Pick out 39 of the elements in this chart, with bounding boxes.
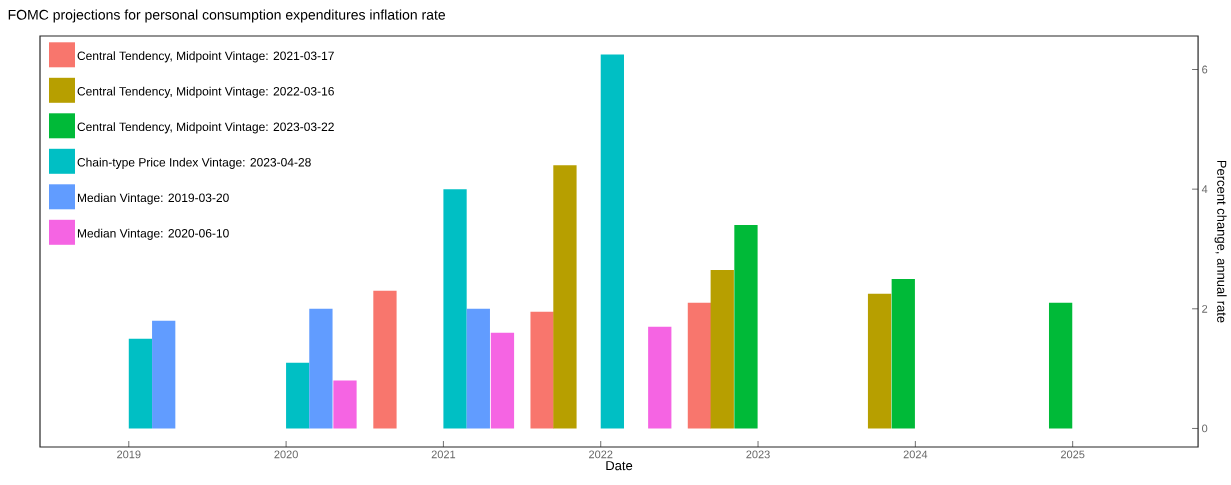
legend-label: Central Tendency, Midpoint Vintage: 2023-03-22 <box>77 122 334 134</box>
x-tick-label: 2023 <box>746 450 770 459</box>
bar <box>490 332 515 429</box>
x-tick-label: 2024 <box>903 450 928 459</box>
x-tick-label: 2025 <box>1060 450 1085 459</box>
y-tick-label: 0 <box>1202 424 1208 433</box>
legend-label: Chain-type Price Index Vintage: 2023-04-28 <box>77 157 311 169</box>
y-tick-label: 4 <box>1201 185 1208 193</box>
bar <box>600 54 624 429</box>
legend-label: Central Tendency, Midpoint Vintage: 2021-03-17 <box>77 51 334 63</box>
bar <box>734 225 758 429</box>
bar <box>443 189 467 429</box>
bar <box>891 278 915 429</box>
bar <box>1048 302 1073 429</box>
legend-label: Central Tendency, Midpoint Vintage: 2022-03-16 <box>77 86 334 98</box>
bar <box>286 362 310 429</box>
y-axis-title: Percent change, annual rate <box>1214 160 1227 323</box>
bar <box>687 302 712 429</box>
bar <box>530 311 554 429</box>
bar <box>333 380 357 429</box>
legend-label: Median Vintage: 2020-06-10 <box>77 228 229 240</box>
x-tick-label: 2019 <box>117 450 141 459</box>
legend-label: Median Vintage: 2019-03-20 <box>77 193 229 205</box>
bar <box>309 308 333 429</box>
x-tick-label: 2022 <box>589 450 613 459</box>
y-tick-label: 6 <box>1202 65 1208 74</box>
bar <box>710 269 734 429</box>
y-tick-label: 2 <box>1202 304 1208 313</box>
x-tick-label: 2021 <box>431 450 456 459</box>
x-axis-title: Date <box>606 461 633 471</box>
bar <box>867 293 892 429</box>
bar <box>553 165 577 429</box>
bar <box>373 290 397 429</box>
bar <box>466 308 490 429</box>
bar <box>128 338 153 429</box>
x-tick-label: 2020 <box>274 450 298 459</box>
bar <box>648 326 672 429</box>
bar <box>152 320 176 429</box>
chart-title: FOMC projections for personal consumption expenditures inflation rate <box>8 9 446 23</box>
